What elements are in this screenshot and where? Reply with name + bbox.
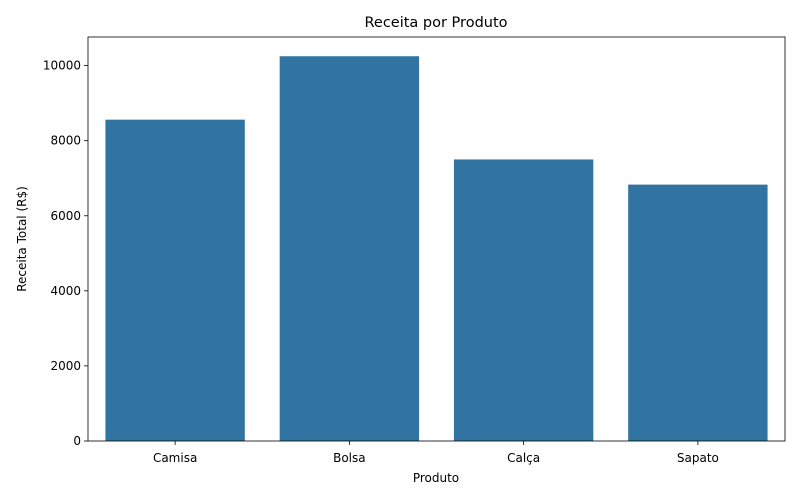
y-tick-label: 8000 xyxy=(50,134,81,148)
x-tick-label: Calça xyxy=(507,451,540,465)
y-axis: 0 2000 4000 6000 8000 10000 xyxy=(43,59,88,448)
y-tick-label: 0 xyxy=(73,434,81,448)
plot-frame xyxy=(87,36,786,442)
y-tick-label: 4000 xyxy=(50,284,81,298)
x-axis: Camisa Bolsa Calça Sapato xyxy=(153,441,719,465)
bars-layer xyxy=(105,56,768,442)
x-tick-label: Bolsa xyxy=(333,451,366,465)
y-tick-label: 6000 xyxy=(50,209,81,223)
bar-camisa xyxy=(105,119,245,441)
y-tick-label: 10000 xyxy=(43,59,81,73)
y-tick-label: 2000 xyxy=(50,359,81,373)
x-axis-label: Produto xyxy=(413,471,459,485)
y-axis-label: Receita Total (R$) xyxy=(15,186,29,292)
x-tick-label: Camisa xyxy=(153,451,197,465)
bar-bolsa xyxy=(279,56,420,442)
bar-calça xyxy=(453,159,594,442)
x-tick-label: Sapato xyxy=(677,451,719,465)
bar-sapato xyxy=(628,184,768,441)
chart-title: Receita por Produto xyxy=(364,15,507,31)
